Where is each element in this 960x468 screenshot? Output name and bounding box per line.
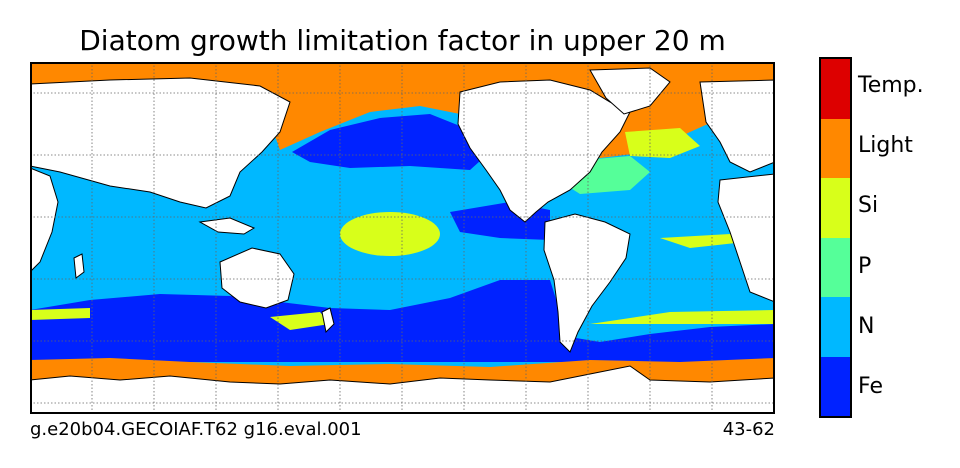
asia-land <box>30 77 291 209</box>
south-atlantic-si-zone <box>660 234 745 248</box>
north-pacific-fe-zone <box>292 114 490 170</box>
africa-land <box>717 173 775 303</box>
colorbar-segment-n <box>821 297 850 357</box>
map-border <box>30 62 775 414</box>
colorbar-label-fe: Fe <box>858 373 883 399</box>
colorbar-labels: Temp. Light Si P N Fe <box>858 57 958 418</box>
tasman-si-zone <box>270 312 330 330</box>
north-america-land <box>457 79 631 223</box>
years-label: 43-62 <box>722 419 775 440</box>
new-zealand-land <box>321 307 335 334</box>
europe-land <box>699 79 775 173</box>
tropical-pacific-si-zone <box>340 212 440 256</box>
colorbar-segment-temp <box>821 59 850 119</box>
colorbar <box>819 57 852 418</box>
australia-land <box>219 247 295 309</box>
map-gridlines <box>30 62 775 414</box>
colorbar-segment-p <box>821 237 850 297</box>
colorbar-segment-fe <box>821 356 850 416</box>
south-america-land <box>543 213 631 353</box>
map-title: Diatom growth limitation factor in upper… <box>79 24 726 57</box>
colorbar-label-si: Si <box>858 193 879 219</box>
indonesia-land <box>198 217 256 235</box>
southern-indian-si-zone <box>30 308 90 320</box>
limitation-map <box>30 62 775 414</box>
colorbar-segment-si <box>821 178 850 238</box>
colorbar-label-light: Light <box>858 133 913 159</box>
colorbar-label-p: P <box>858 253 872 279</box>
madagascar-land <box>73 253 85 279</box>
north-atlantic-si-zone <box>625 128 700 158</box>
colorbar-segment-light <box>821 118 850 178</box>
case-name-label: g.e20b04.GECOIAF.T62 g16.eval.001 <box>30 419 362 440</box>
map-canvas <box>30 62 775 414</box>
colorbar-label-temp: Temp. <box>858 73 924 99</box>
south-atlantic-si-band <box>590 310 775 324</box>
colorbar-label-n: N <box>858 313 875 339</box>
east-africa-land <box>30 167 59 273</box>
